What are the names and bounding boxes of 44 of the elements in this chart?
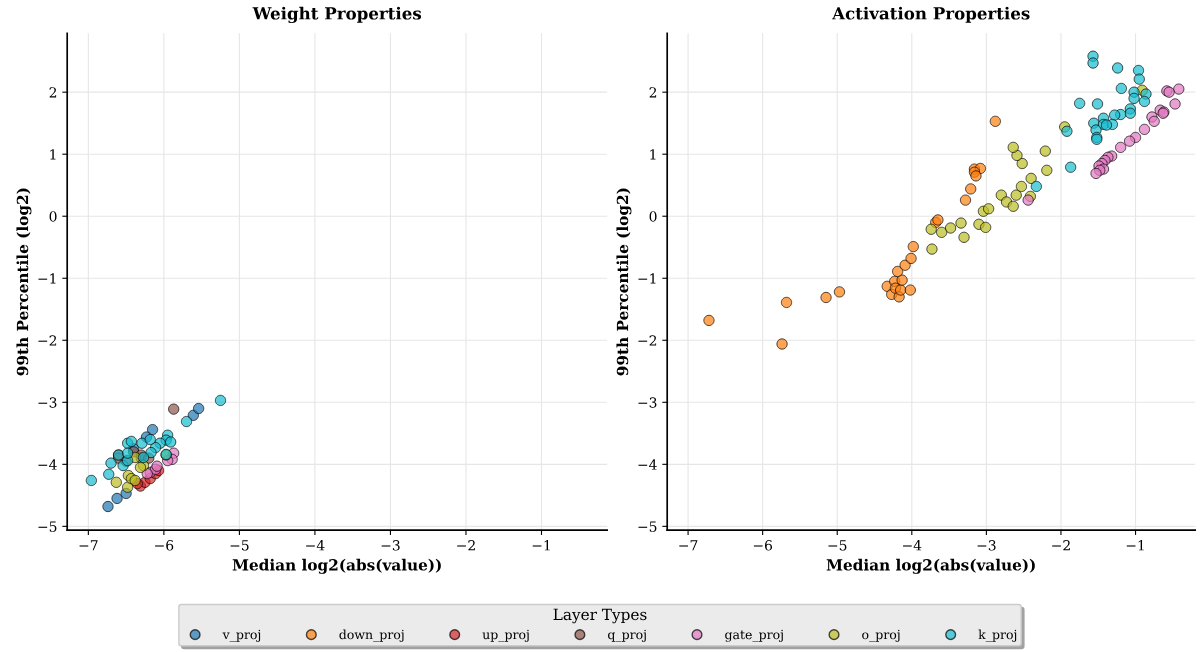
x-tick-label: −2 <box>1052 540 1070 551</box>
x-tick-label: −4 <box>306 540 325 551</box>
y-tick-label: 2 <box>649 87 657 98</box>
x-tick-label: −6 <box>753 540 773 551</box>
y-tick-label: 2 <box>49 87 57 98</box>
x-tick-label: −1 <box>532 540 550 551</box>
y-tick-label: 1 <box>50 149 56 160</box>
x-tick-label: −4 <box>903 540 922 551</box>
y-tick-label: −1 <box>38 273 56 284</box>
legend-label: k_proj <box>978 629 1017 642</box>
y-tick-label: −4 <box>638 459 657 470</box>
chart-title: Activation Properties <box>832 6 1030 23</box>
y-tick-label: 1 <box>650 149 656 160</box>
y-axis-title: 99th Percentile (log2) <box>616 188 632 376</box>
legend-label: q_proj <box>608 629 646 642</box>
y-tick-label: −5 <box>638 521 657 532</box>
x-tick-label: −1 <box>1126 540 1144 551</box>
legend-label: o_proj <box>862 629 900 642</box>
y-tick-label: 0 <box>649 211 657 222</box>
y-tick-label: −3 <box>38 397 57 408</box>
x-tick-label: −5 <box>230 540 249 551</box>
y-tick-label: −3 <box>638 397 657 408</box>
x-tick-label: −7 <box>79 540 98 551</box>
y-tick-label: 0 <box>49 211 57 222</box>
legend-label: down_proj <box>339 629 404 642</box>
y-tick-label: −4 <box>38 459 57 470</box>
x-tick-label: −7 <box>679 540 698 551</box>
x-tick-label: −2 <box>457 540 475 551</box>
x-tick-label: −5 <box>828 540 847 551</box>
legend-label: gate_proj <box>725 629 783 642</box>
chart-title: Weight Properties <box>252 6 422 24</box>
x-tick-label: −3 <box>381 540 400 551</box>
y-tick-label: −1 <box>638 273 656 284</box>
x-tick-label: −6 <box>155 540 174 551</box>
y-tick-label: −2 <box>638 335 657 346</box>
legend-title: Layer Types <box>553 608 647 624</box>
x-axis-title: Median log2(abs(value)) <box>826 558 1035 574</box>
y-axis-title: 99th Percentile (log2) <box>16 188 32 376</box>
legend-label: up_proj <box>482 629 529 642</box>
x-tick-label: −3 <box>977 540 996 551</box>
y-tick-label: −5 <box>38 521 57 532</box>
legend-label: v_proj <box>222 629 261 642</box>
x-axis-title: Median log2(abs(value)) <box>232 558 441 574</box>
y-tick-label: −2 <box>38 335 57 346</box>
